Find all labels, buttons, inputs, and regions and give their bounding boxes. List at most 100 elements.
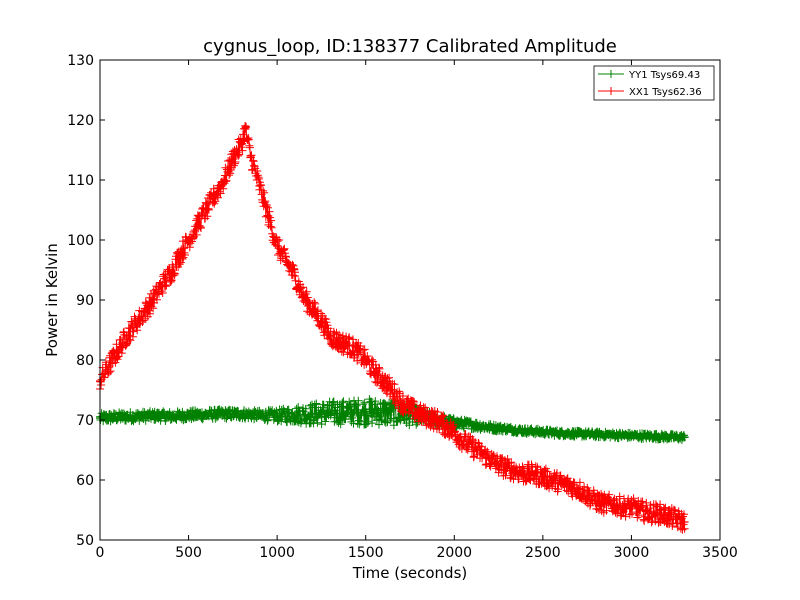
data-point bbox=[220, 176, 228, 184]
data-point bbox=[583, 491, 592, 499]
data-point bbox=[662, 512, 671, 520]
data-point bbox=[104, 362, 113, 370]
data-point bbox=[600, 500, 609, 508]
x-tick-label: 1500 bbox=[348, 545, 384, 561]
data-point bbox=[450, 419, 459, 427]
data-point bbox=[175, 251, 184, 259]
data-point bbox=[662, 432, 671, 441]
legend-label: YY1 Tsys69.43 bbox=[628, 70, 700, 81]
data-point bbox=[184, 236, 193, 244]
data-point bbox=[308, 305, 317, 313]
data-point bbox=[476, 449, 485, 457]
data-point bbox=[671, 515, 680, 523]
data-point bbox=[503, 425, 512, 433]
data-point bbox=[246, 152, 255, 160]
data-point bbox=[344, 341, 352, 349]
y-tick-label: 70 bbox=[76, 413, 94, 429]
data-point bbox=[441, 422, 450, 430]
data-point bbox=[326, 408, 335, 417]
data-point bbox=[308, 410, 317, 418]
x-axis-title: Time (seconds) bbox=[352, 564, 468, 582]
x-tick-label: 500 bbox=[175, 545, 202, 561]
data-point bbox=[131, 320, 140, 328]
y-tick-label: 120 bbox=[67, 113, 94, 129]
data-point bbox=[521, 470, 530, 478]
y-tick-label: 100 bbox=[67, 233, 94, 249]
data-point bbox=[468, 443, 476, 451]
axis-ticks: 0 500 1000 1500 2000 2500 3000 3500 50 60 70 80 90 10… bbox=[67, 53, 738, 561]
legend-entry-series-1: YY1 Tsys69.43 bbox=[598, 70, 700, 81]
legend-label: XX1 Tsys62.36 bbox=[629, 87, 702, 98]
data-point bbox=[423, 413, 432, 421]
y-tick-label: 50 bbox=[76, 533, 94, 549]
data-point bbox=[361, 407, 370, 416]
data-point bbox=[503, 464, 512, 472]
data-point bbox=[140, 308, 149, 316]
data-point bbox=[202, 206, 211, 214]
data-point bbox=[397, 398, 406, 406]
x-tick-label: 2500 bbox=[525, 545, 561, 561]
data-point bbox=[149, 411, 158, 420]
data-point bbox=[255, 411, 264, 420]
data-point bbox=[494, 461, 503, 469]
data-point bbox=[344, 408, 352, 417]
data-point bbox=[228, 155, 237, 163]
data-point bbox=[645, 509, 654, 517]
data-point bbox=[556, 429, 565, 438]
data-point bbox=[574, 485, 583, 493]
data-point bbox=[618, 503, 627, 511]
legend: YY1 Tsys69.43 XX1 Tsys62.36 bbox=[593, 65, 715, 101]
data-point bbox=[273, 242, 282, 250]
data-point bbox=[459, 437, 468, 445]
data-point bbox=[237, 410, 246, 418]
data-point bbox=[538, 473, 547, 481]
data-point bbox=[317, 317, 326, 325]
chart-title: cygnus_loop, ID:138377 Calibrated Amplit… bbox=[203, 36, 617, 57]
data-point bbox=[166, 412, 175, 421]
data-point bbox=[273, 411, 282, 420]
series-2 bbox=[96, 121, 689, 534]
data-point bbox=[530, 470, 538, 478]
data-point bbox=[241, 125, 250, 133]
y-tick-label: 130 bbox=[67, 53, 94, 69]
data-point bbox=[485, 455, 494, 463]
data-point bbox=[352, 347, 361, 355]
data-point bbox=[237, 140, 246, 148]
y-tick-label: 110 bbox=[67, 173, 94, 189]
data-point bbox=[113, 347, 122, 355]
data-point bbox=[538, 428, 547, 436]
x-tick-label: 1000 bbox=[259, 545, 295, 561]
data-point bbox=[680, 433, 689, 442]
legend-box bbox=[593, 65, 715, 101]
data-point bbox=[361, 356, 370, 364]
data-point bbox=[290, 410, 299, 419]
data-point bbox=[379, 377, 388, 385]
data-point bbox=[636, 506, 645, 514]
y-tick-label: 90 bbox=[76, 293, 94, 309]
x-tick-label: 3500 bbox=[702, 545, 738, 561]
data-point bbox=[627, 431, 636, 440]
data-point bbox=[592, 430, 600, 439]
data-point bbox=[220, 410, 228, 418]
data-point bbox=[370, 368, 379, 376]
data-point bbox=[680, 518, 689, 526]
x-tick-label: 2000 bbox=[436, 545, 472, 561]
data-point bbox=[122, 332, 131, 340]
data-point bbox=[388, 386, 397, 394]
data-point bbox=[131, 412, 140, 421]
data-point bbox=[521, 426, 530, 435]
data-point bbox=[547, 476, 556, 484]
data-point bbox=[592, 497, 600, 505]
data-point bbox=[326, 332, 335, 340]
data-point bbox=[299, 293, 308, 301]
plot-content bbox=[96, 121, 689, 534]
data-point bbox=[609, 431, 618, 439]
data-point bbox=[211, 191, 220, 199]
data-point bbox=[565, 482, 574, 490]
data-point bbox=[654, 509, 662, 517]
legend-swatch-marker bbox=[607, 70, 615, 78]
y-tick-label: 60 bbox=[76, 473, 94, 489]
data-point bbox=[432, 416, 441, 424]
legend-swatch-marker bbox=[607, 87, 615, 95]
